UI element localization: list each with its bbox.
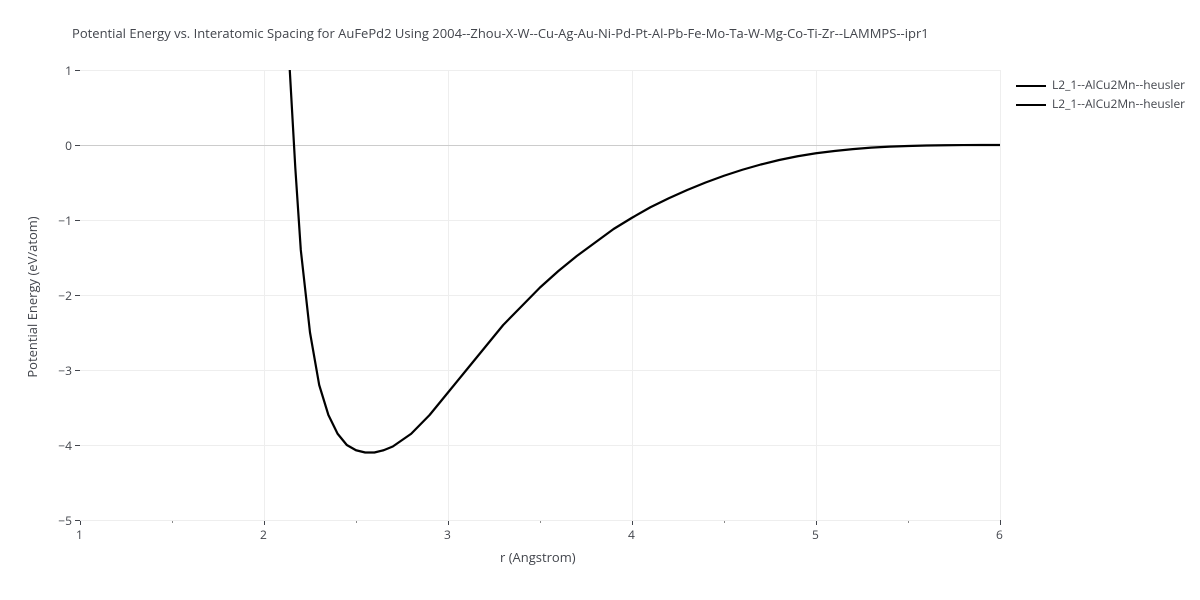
series-line-0[interactable] — [290, 70, 1000, 453]
legend-item[interactable]: L2_1--AlCu2Mn--heusler — [1016, 95, 1185, 112]
y-tick-label: 1 — [65, 62, 72, 79]
x-tick-label: 6 — [996, 526, 1003, 543]
y-tick-mark — [75, 520, 80, 521]
chart-container: Potential Energy vs. Interatomic Spacing… — [0, 0, 1200, 600]
y-tick-label: −5 — [58, 512, 72, 529]
y-tick-label: −4 — [58, 437, 72, 454]
x-tick-label: 4 — [628, 526, 635, 543]
y-axis-label: Potential Energy (eV/atom) — [23, 207, 41, 387]
chart-title: Potential Energy vs. Interatomic Spacing… — [72, 24, 929, 42]
y-gridline — [80, 520, 1000, 521]
x-tick-label: 3 — [444, 526, 451, 543]
x-tick-label: 2 — [260, 526, 267, 543]
x-axis-label: r (Angstrom) — [500, 548, 576, 566]
legend-swatch — [1016, 85, 1046, 87]
legend-swatch — [1016, 104, 1046, 106]
legend-item[interactable]: L2_1--AlCu2Mn--heusler — [1016, 76, 1185, 93]
x-gridline — [1000, 70, 1001, 520]
legend-label: L2_1--AlCu2Mn--heusler — [1052, 95, 1185, 112]
legend-label: L2_1--AlCu2Mn--heusler — [1052, 76, 1185, 93]
y-tick-label: −2 — [58, 287, 72, 304]
y-tick-label: −3 — [58, 362, 72, 379]
x-tick-label: 1 — [76, 526, 83, 543]
y-tick-label: −1 — [58, 212, 72, 229]
x-tick-mark — [1000, 520, 1001, 525]
y-tick-label: 0 — [65, 137, 72, 154]
legend[interactable]: L2_1--AlCu2Mn--heusler L2_1--AlCu2Mn--heu… — [1016, 76, 1185, 114]
curve-svg — [80, 70, 1000, 520]
x-tick-label: 5 — [812, 526, 819, 543]
